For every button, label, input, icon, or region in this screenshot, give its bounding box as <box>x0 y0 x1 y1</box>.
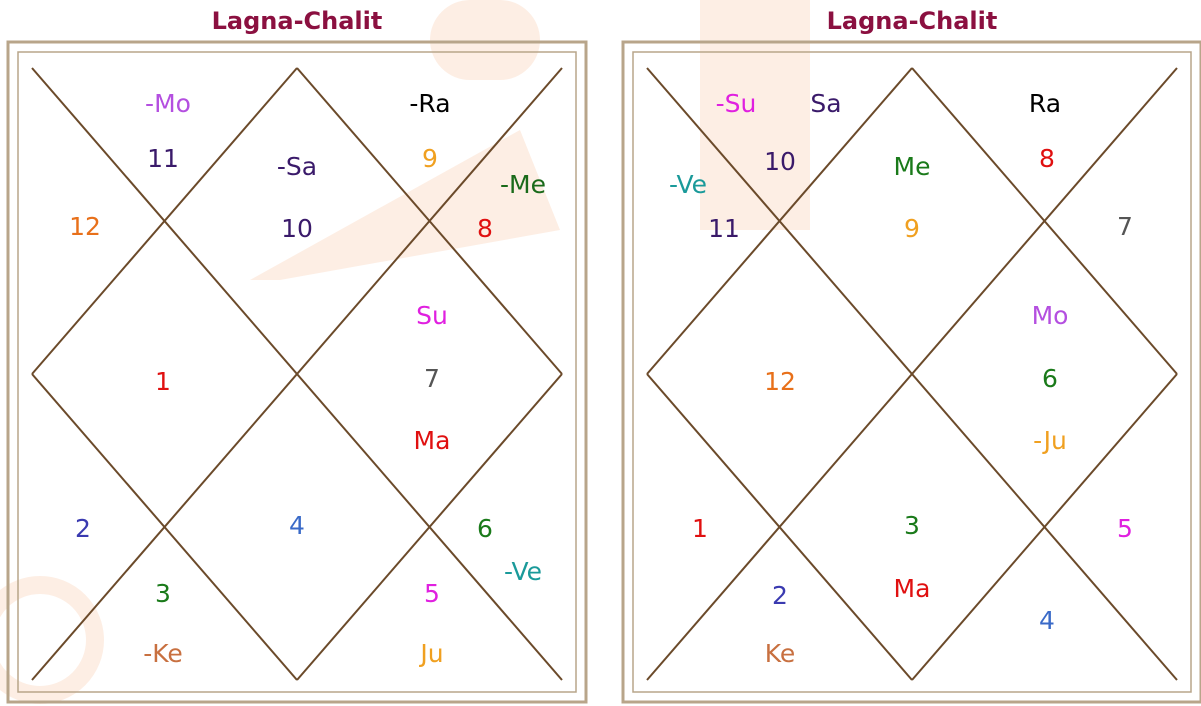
house-label: 8 <box>1039 144 1055 173</box>
house-label: 4 <box>289 511 305 540</box>
house-label: -Ke <box>143 639 183 668</box>
page: Lagna-Chalit-Mo1112-Sa10-Ra9-Me8Su7Ma124… <box>0 0 1201 706</box>
house-label: 3 <box>155 579 171 608</box>
house-label: 6 <box>1042 364 1058 393</box>
house-label: Ma <box>414 426 451 455</box>
house-label: -Ju <box>1033 426 1067 455</box>
house-label: 12 <box>764 367 796 396</box>
house-label: 9 <box>904 214 920 243</box>
house-label: -Su <box>716 89 757 118</box>
chart-title: Lagna-Chalit <box>827 7 998 35</box>
house-label: -Ra <box>409 89 450 118</box>
house-label: 11 <box>147 144 179 173</box>
house-label: 3 <box>904 511 920 540</box>
house-label: Me <box>894 152 931 181</box>
house-label: -Ve <box>669 170 707 199</box>
house-label: Ke <box>765 639 796 668</box>
house-label: -Ve <box>504 557 542 586</box>
house-label: 10 <box>281 214 313 243</box>
house-label: Ra <box>1029 89 1061 118</box>
house-label: 6 <box>477 514 493 543</box>
house-label: Ma <box>894 574 931 603</box>
house-label: Sa <box>810 89 841 118</box>
house-label: -Mo <box>145 89 191 118</box>
house-label: 12 <box>69 212 101 241</box>
house-label: -Me <box>500 170 546 199</box>
house-label: 2 <box>75 514 91 543</box>
chart-title: Lagna-Chalit <box>212 7 383 35</box>
house-label: 7 <box>424 364 440 393</box>
house-label: 1 <box>692 514 708 543</box>
house-label: 8 <box>477 214 493 243</box>
house-label: 2 <box>772 581 788 610</box>
house-label: 10 <box>764 147 796 176</box>
house-label: 5 <box>424 579 440 608</box>
house-label: 1 <box>155 367 171 396</box>
house-label: 9 <box>422 144 438 173</box>
house-label: 11 <box>708 214 740 243</box>
watermark <box>0 0 810 695</box>
house-label: Su <box>416 301 448 330</box>
house-label: -Sa <box>277 152 317 181</box>
house-label: 5 <box>1117 514 1133 543</box>
house-label: Ju <box>418 639 443 668</box>
house-label: 4 <box>1039 606 1055 635</box>
house-label: 7 <box>1117 212 1133 241</box>
house-label: Mo <box>1032 301 1069 330</box>
